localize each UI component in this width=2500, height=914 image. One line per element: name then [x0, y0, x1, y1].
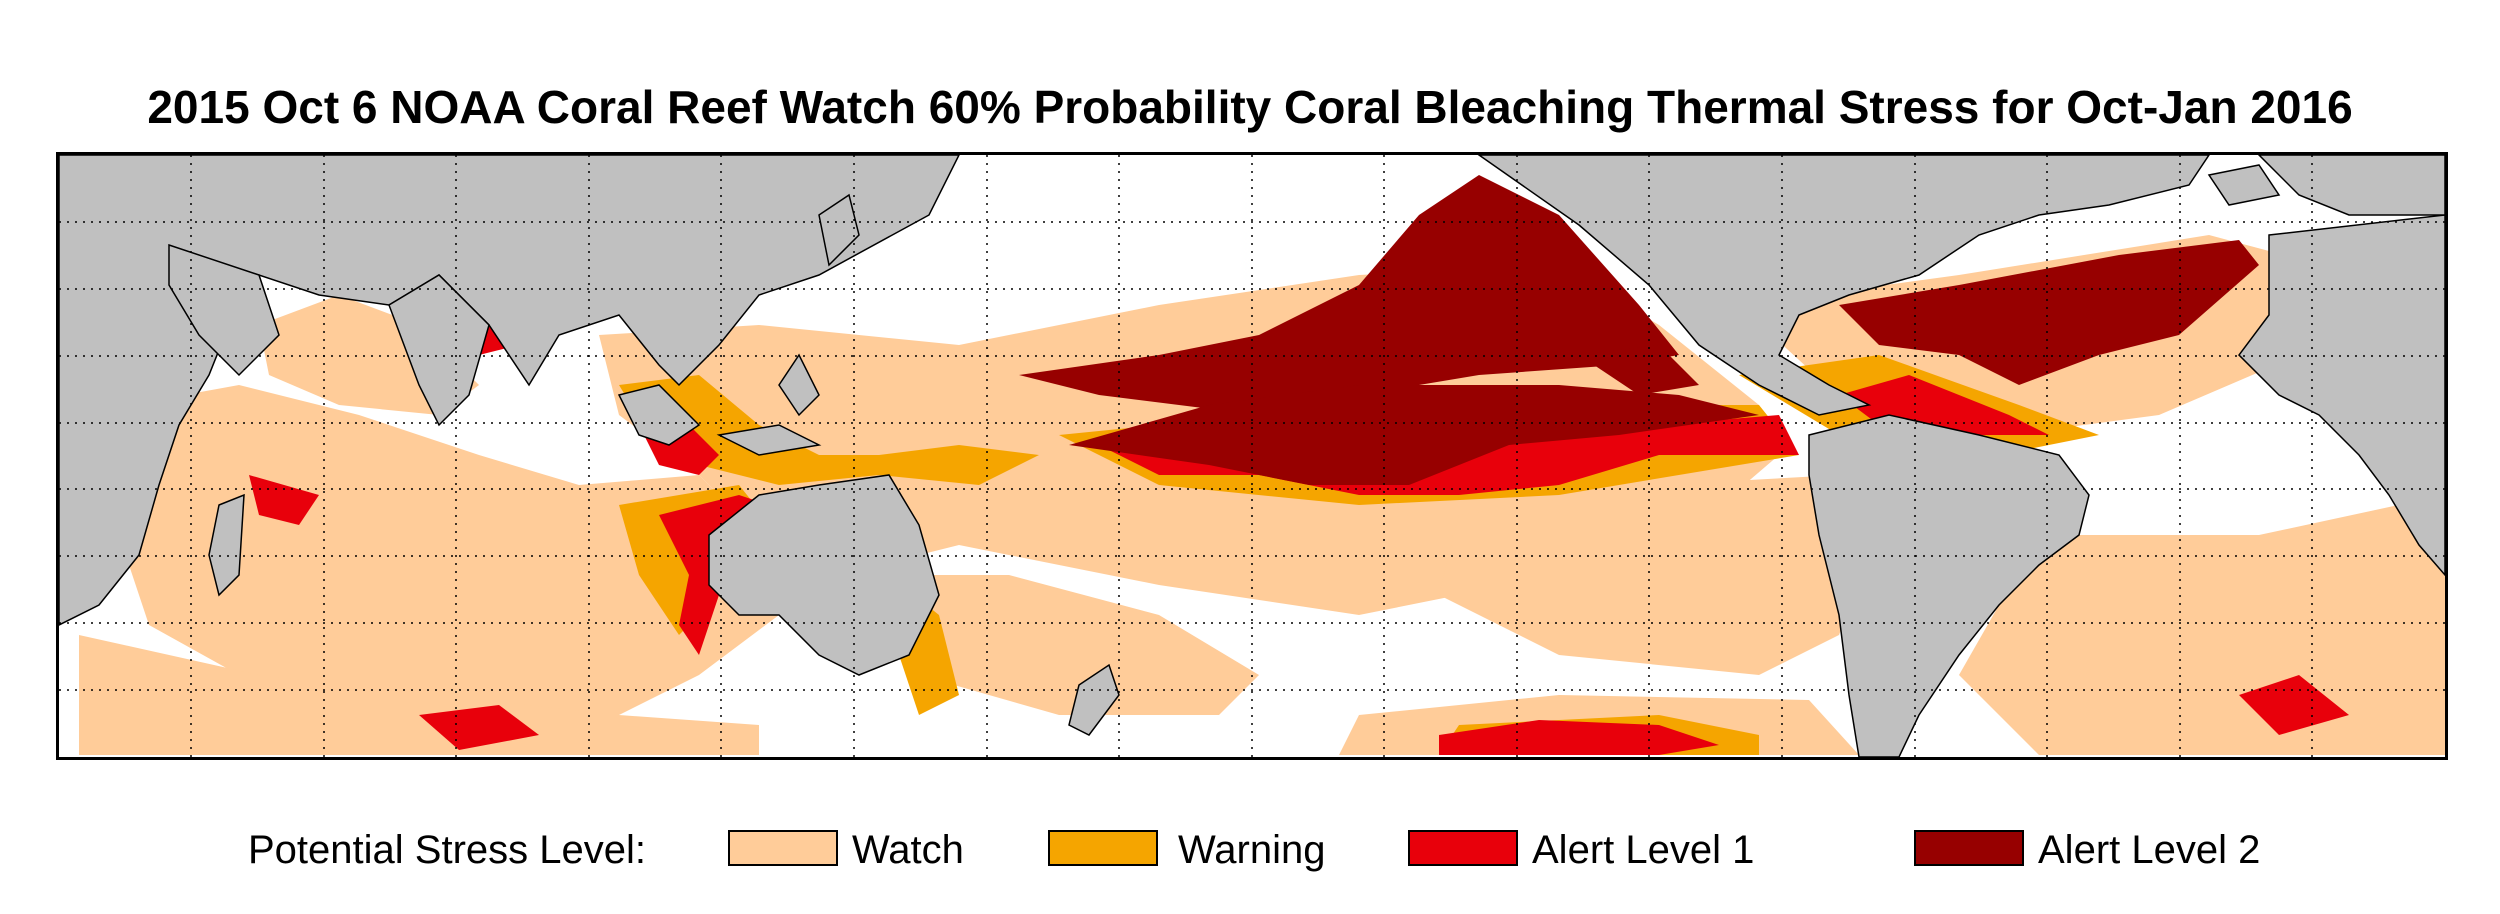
legend-label-watch: Watch: [852, 828, 964, 872]
legend-label-warning: Warning: [1178, 828, 1326, 872]
map-panel: [56, 152, 2448, 760]
watch-zone-eastern-pacific: [1439, 475, 1869, 675]
legend-swatch-alert1: [1408, 830, 1518, 866]
alert2-zones: [1019, 175, 2259, 485]
graticule: [59, 155, 2445, 757]
alert2-zone-hawaii-east: [1579, 345, 1699, 395]
legend-label-alert2: Alert Level 2: [2038, 828, 2261, 872]
greenland-iceland: [2207, 164, 2281, 206]
stress-legend: Potential Stress Level: Watch Warning Al…: [0, 820, 2500, 880]
japan: [818, 193, 860, 267]
arabian-peninsula: [168, 243, 280, 377]
alert1-zone-madagascar-east: [249, 475, 319, 525]
south-america: [1808, 414, 2090, 757]
australia: [708, 474, 940, 676]
land-masses: [59, 155, 2445, 757]
map-title: 2015 Oct 6 NOAA Coral Reef Watch 60% Pro…: [147, 81, 2353, 133]
new-zealand: [1068, 663, 1120, 736]
legend-swatch-warning: [1048, 830, 1158, 866]
alert1-zone-southern-band: [1439, 720, 1719, 755]
alert1-zone-south-atlantic: [2239, 675, 2349, 735]
legend-swatch-watch: [728, 830, 838, 866]
alert1-zone-south-indian: [419, 705, 539, 750]
madagascar: [208, 493, 245, 597]
indian-subcontinent: [388, 274, 490, 427]
alert2-zone-north-atlantic: [1839, 240, 2259, 385]
legend-title: Potential Stress Level:: [248, 828, 646, 872]
southeast-asia-islands: [617, 353, 822, 456]
europe-north: [2257, 155, 2445, 216]
africa-west: [2238, 214, 2445, 577]
legend-swatch-alert2: [1914, 830, 2024, 866]
north-america: [1477, 155, 2210, 416]
warning-zone-maritime-continent: [619, 375, 1039, 485]
stress-map: [59, 155, 2445, 757]
legend-label-alert1: Alert Level 1: [1532, 828, 1755, 872]
alert2-zone-equatorial-pacific: [1069, 385, 1759, 485]
alert2-zone-north-pacific: [1019, 175, 1679, 415]
watch-zone-indian-ocean: [119, 385, 779, 725]
